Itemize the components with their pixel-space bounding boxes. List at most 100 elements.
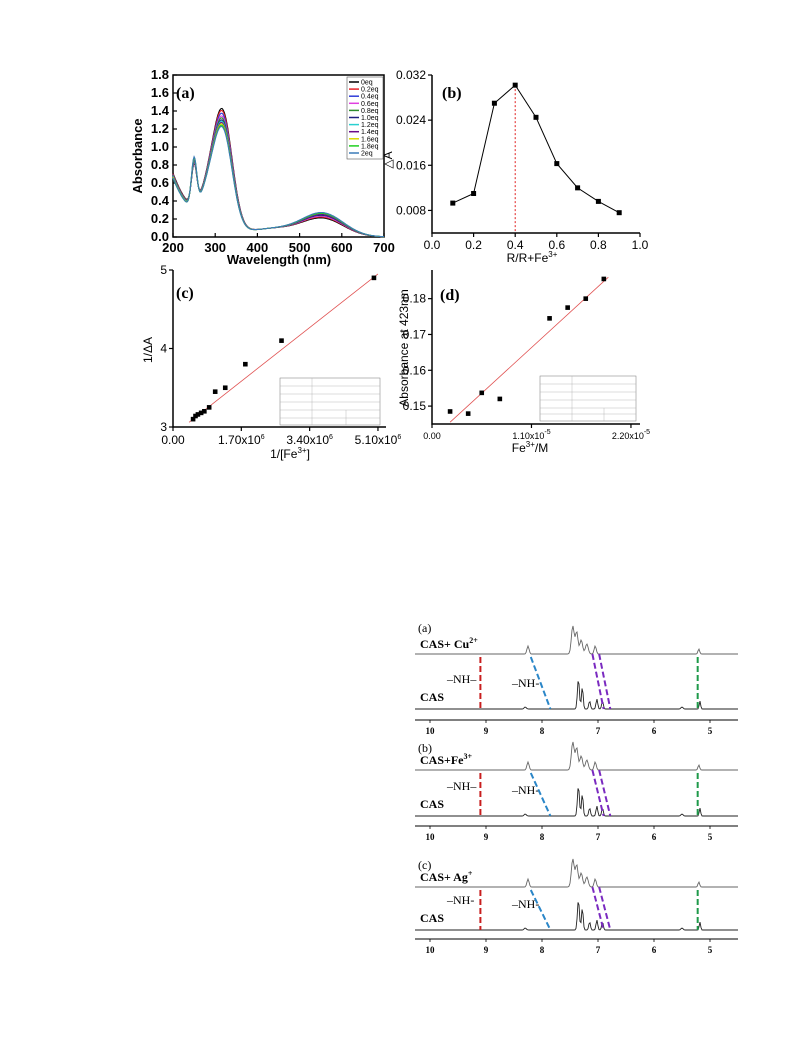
nmr-tick-label: 9	[484, 945, 489, 955]
panel-d-xtick-label: 1.10x10-5	[512, 429, 550, 441]
panel-b-ytick-label: 0.032	[396, 68, 426, 82]
nmr-bottom-trace-label: CAS	[420, 690, 444, 704]
nmr-panel-2: (b)CAS+Fe3+ CAS–NH– –NH- 10 9 8 7 6 5	[415, 741, 738, 842]
panel-b-xtick-label: 0.6	[548, 238, 565, 252]
nmr-panel-3: (c)CAS+ Ag+CAS–NH- –NH-10 9 8 7 6 5	[415, 858, 738, 955]
panel-b-point	[533, 114, 539, 120]
nmr-guide-blue	[529, 889, 552, 931]
panel-a-legend-entry: 0eq	[361, 80, 373, 87]
nmr-nh-label-2: –NH-	[511, 783, 539, 797]
panel-c-xlabel: 1/[Fe3+]	[270, 446, 310, 461]
nmr-tick-label: 8	[540, 945, 545, 955]
panel-a-frame	[172, 74, 385, 238]
panel-c-xtick-label: 3.40x106	[286, 433, 333, 447]
nmr-nh-label-2: –NH-	[511, 897, 539, 911]
panel-a-ytick-label: 1.6	[151, 85, 169, 100]
panel-b-xtick-label: 0.2	[465, 238, 482, 252]
nmr-tick-label: 6	[652, 945, 657, 955]
panel-d-xtick-label: 0.00	[423, 431, 441, 441]
nmr-tick-label: 5	[708, 945, 713, 955]
nmr-tick-label: 8	[540, 726, 545, 736]
nmr-guide-purple-1	[591, 886, 605, 931]
nmr-tick-label: 9	[484, 726, 489, 736]
nmr-bottom-trace	[415, 681, 738, 710]
panel-c-ytick-label: 3	[160, 420, 167, 434]
panel-b-xtick-label: 0.8	[590, 238, 607, 252]
panel-d-fit-line	[449, 276, 609, 423]
nmr-tick-label: 7	[596, 726, 601, 736]
panel-d-point	[565, 305, 570, 310]
nmr-bottom-trace-label: CAS	[420, 911, 444, 925]
nmr-tick-label: 7	[596, 832, 601, 842]
nmr-tick-label: 10	[426, 945, 436, 955]
panel-b-label: (b)	[442, 85, 462, 102]
nmr-figure: (a)CAS+ Cu2+CAS–NH– –NH-10 9 8 7 6 5(b)CAS+Fe3…	[415, 621, 738, 955]
panel-b-point	[491, 100, 497, 106]
panel-a-ytick-label: 1.8	[151, 67, 169, 82]
panel-d-ytick-label: 0.16	[403, 363, 427, 377]
nmr-top-trace	[415, 625, 738, 655]
panel-c-fit-table	[279, 377, 381, 426]
panel-a-label: (a)	[176, 85, 195, 102]
nmr-guide-purple-2	[598, 886, 612, 931]
panel-a-xtick-label: 200	[162, 240, 184, 255]
panel-c-point	[371, 275, 377, 281]
panel-a-legend-entry: 1.4eq	[361, 129, 379, 136]
panel-a-ytick-label: 0.2	[151, 211, 169, 226]
panel-a-ytick-label: 0.6	[151, 175, 169, 190]
panel-d-point	[601, 276, 607, 282]
panel-a-xtick-label: 500	[289, 240, 311, 255]
panel-d-point	[479, 390, 485, 396]
nmr-tick-label: 5	[708, 726, 713, 736]
panel-a-xtick-label: 300	[204, 240, 226, 255]
panel-a-legend: 0eq0.2eq0.4eq0.6eq0.8eq1.0eq1.2eq1.4eq1.…	[346, 76, 384, 160]
nmr-panel-label: (a)	[418, 621, 431, 635]
panel-b-ytick-label: 0.008	[396, 203, 426, 217]
panel-a-series-2eq	[172, 125, 385, 238]
panel-d-ytick-label: 0.15	[403, 399, 427, 413]
panel-a: 200 300 400 500 600 700 0.0 0.2 0.4 0.6 0.8 1.0 1.2 1…	[130, 67, 395, 267]
panel-c-xtick-label: 1.70x106	[218, 433, 265, 447]
panel-a-ytick-label: 0.4	[151, 193, 170, 208]
nmr-panel-1: (a)CAS+ Cu2+ CAS–NH– –NH- 10 9 8 7 6 5	[415, 621, 738, 736]
panel-a-ytick-label: 0.8	[151, 157, 169, 172]
panel-a-legend-entry: 1.0eq	[361, 115, 379, 122]
panel-b-xlabel: R/R+Fe3+	[507, 250, 558, 265]
nmr-bottom-trace	[415, 902, 738, 931]
nmr-top-trace	[415, 858, 738, 888]
nmr-top-trace	[415, 741, 738, 771]
panel-b-point	[595, 198, 601, 204]
panel-d-label: (d)	[440, 287, 460, 304]
nmr-nh-label-1: –NH–	[446, 779, 477, 793]
nmr-tick-label: 9	[484, 832, 489, 842]
nmr-tick-label: 6	[652, 726, 657, 736]
panel-b-ytick-label: 0.024	[396, 113, 426, 127]
panel-c-xtick-label: 0.00	[161, 433, 185, 447]
nmr-tick-label: 6	[652, 832, 657, 842]
panel-a-legend-entry: 1.6eq	[361, 136, 379, 143]
panel-d-ytick-label: 0.17	[403, 327, 427, 341]
panel-b-ylabel: △A	[381, 151, 395, 168]
nmr-panel-label: (c)	[418, 858, 431, 872]
panel-c: 0.00 1.70x106 3.40x106 5.10x106 3 4 5 (c) 1/ΔA…	[141, 263, 401, 461]
panel-b: 0.0 0.2 0.4 0.6 0.8 1.0 0.008 0.016 0.024 0.032 (…	[381, 68, 649, 265]
panel-d-point	[547, 316, 552, 321]
panel-c-ytick-label: 5	[160, 263, 167, 277]
panel-c-point	[202, 409, 207, 414]
panel-d-xtick-label: 2.20x10-5	[612, 429, 650, 441]
nmr-guide-purple-2	[598, 653, 612, 710]
panel-a-ytick-label: 0.0	[151, 229, 169, 244]
panel-b-xtick-label: 0.0	[424, 238, 441, 252]
panel-a-legend-entry: 1.2eq	[361, 122, 379, 129]
panel-c-fit-line	[188, 273, 379, 423]
panel-c-point	[190, 416, 196, 422]
panel-d-point	[447, 409, 453, 414]
nmr-tick-label: 10	[426, 832, 436, 842]
panel-c-point	[212, 389, 218, 394]
panel-b-point	[450, 200, 456, 206]
panel-b-line	[452, 84, 620, 214]
nmr-top-trace-label: CAS+ Ag+	[420, 869, 473, 884]
panel-d-point	[465, 411, 471, 416]
nmr-guide-purple-1	[591, 653, 605, 710]
